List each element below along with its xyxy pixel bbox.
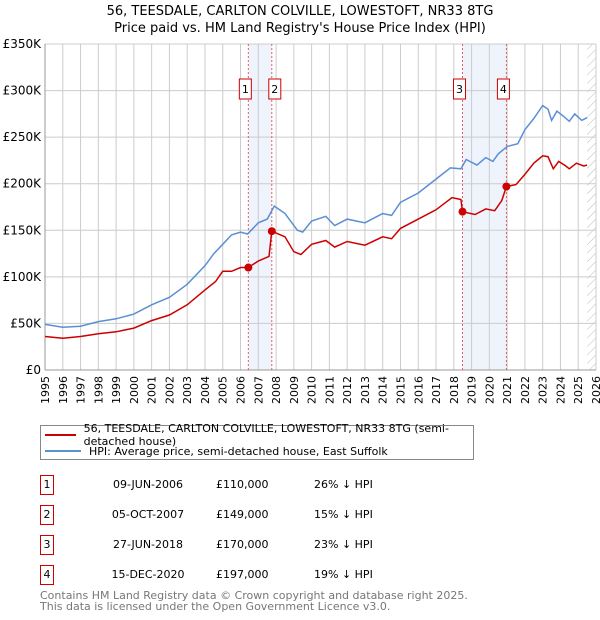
red-line-swatch: [45, 434, 76, 436]
x-tick-label: 1999: [110, 376, 123, 404]
sale-number-badge: 3: [40, 535, 54, 555]
x-tick-label: 2008: [270, 376, 283, 404]
sale-row: 1 09-JUN-2006 £110,000 26% ↓ HPI: [40, 475, 460, 495]
legend-item-hpi: HPI: Average price, semi-detached house,…: [45, 443, 388, 459]
x-tick-label: 1997: [75, 376, 88, 404]
x-tick-label: 2007: [252, 376, 265, 404]
x-tick-label: 2023: [537, 376, 550, 404]
y-tick-label: £300K: [3, 84, 43, 98]
x-tick-label: 2022: [519, 376, 532, 404]
x-tick-label: 2019: [466, 376, 479, 404]
chart-title: 56, TEESDALE, CARLTON COLVILLE, LOWESTOF…: [106, 4, 494, 19]
x-tick-label: 2026: [590, 376, 600, 404]
x-tick-label: 2018: [448, 376, 461, 404]
sale-label-box: [453, 78, 467, 100]
x-tick-label: 2009: [288, 376, 301, 404]
y-tick-label: £50K: [10, 316, 42, 330]
sale-date: 05-OCT-2007: [111, 508, 185, 521]
future-hatch: [587, 44, 596, 370]
sale-date: 27-JUN-2018: [112, 538, 184, 551]
footer-copyright: Contains HM Land Registry data © Crown c…: [40, 589, 468, 602]
sale-number-badge: 4: [40, 565, 54, 585]
sale-hpi-diff: 19% ↓ HPI: [314, 568, 373, 581]
x-tick-label: 2024: [554, 376, 567, 404]
sale-hpi-diff: 23% ↓ HPI: [314, 538, 373, 551]
x-tick-label: 2021: [501, 376, 514, 404]
x-tick-label: 2002: [163, 376, 176, 404]
sale-row: 2 05-OCT-2007 £149,000 15% ↓ HPI: [40, 505, 460, 525]
x-tick-label: 2013: [359, 376, 372, 404]
sale-label-box: [496, 78, 510, 100]
property-price-line: [44, 155, 588, 340]
x-tick-label: 2014: [377, 376, 390, 404]
sale-point: [502, 182, 511, 191]
price-chart: 1995 1996 1997 1998 1999 2000 2001 2002 2003 2004…: [3, 37, 600, 404]
y-tick-label: £0: [26, 363, 41, 377]
sale-label-number: 3: [456, 83, 463, 96]
sale-label-number: 4: [500, 83, 507, 96]
sale-point: [267, 227, 276, 236]
x-tick-label: 2025: [572, 376, 585, 404]
x-tick-label: 2003: [181, 376, 194, 404]
y-tick-label: £250K: [3, 130, 43, 144]
sale-price: £197,000: [216, 568, 269, 581]
x-tick-label: 2006: [235, 376, 248, 404]
sale-label-1: 1: [238, 78, 252, 100]
sale-label-box: [268, 78, 282, 100]
x-tick-label: 1995: [39, 376, 52, 404]
y-tick-label: £100K: [3, 270, 43, 284]
sale-number-badge: 2: [40, 505, 54, 525]
sale-row: 4 15-DEC-2020 £197,000 19% ↓ HPI: [40, 565, 460, 585]
sale-period-shade: [248, 44, 272, 370]
sale-label-number: 2: [271, 83, 278, 96]
x-tick-label: 2000: [128, 376, 141, 404]
x-tick-label: 2011: [323, 376, 336, 404]
sale-label-4: 4: [496, 78, 510, 100]
hpi-line: [44, 104, 588, 328]
sale-label-3: 3: [453, 78, 467, 100]
x-tick-label: 2010: [306, 376, 319, 404]
sale-hpi-diff: 15% ↓ HPI: [314, 508, 373, 521]
x-tick-label: 2004: [199, 376, 212, 404]
x-tick-label: 1996: [57, 376, 70, 404]
x-tick-label: 2016: [412, 376, 425, 404]
legend-item-property: 56, TEESDALE, CARLTON COLVILLE, LOWESTOF…: [45, 422, 473, 448]
sale-label-box: [238, 78, 252, 100]
legend-label: HPI: Average price, semi-detached house,…: [89, 444, 388, 458]
sale-point: [458, 207, 467, 216]
sale-date: 09-JUN-2006: [112, 478, 184, 491]
legend: 56, TEESDALE, CARLTON COLVILLE, LOWESTOF…: [40, 422, 474, 460]
sale-label-number: 1: [242, 83, 249, 96]
sale-number-badge: 1: [40, 475, 54, 495]
sale-date: 15-DEC-2020: [111, 568, 185, 581]
x-tick-label: 1998: [92, 376, 105, 404]
footer-licence: This data is licensed under the Open Gov…: [40, 600, 391, 613]
x-tick-label: 2020: [483, 376, 496, 404]
sale-hpi-diff: 26% ↓ HPI: [314, 478, 373, 491]
x-tick-label: 2001: [146, 376, 159, 404]
blue-line-swatch: [45, 450, 81, 452]
x-tick-label: 2017: [430, 376, 443, 404]
sale-row: 3 27-JUN-2018 £170,000 23% ↓ HPI: [40, 535, 460, 555]
sale-price: £170,000: [216, 538, 269, 551]
x-tick-label: 2012: [341, 376, 354, 404]
x-tick-label: 2005: [217, 376, 230, 404]
sale-price: £110,000: [216, 478, 269, 491]
y-tick-label: £350K: [3, 37, 43, 51]
legend-label: 56, TEESDALE, CARLTON COLVILLE, LOWESTOF…: [83, 422, 449, 448]
sale-label-2: 2: [268, 78, 282, 100]
sale-point: [244, 263, 253, 272]
sale-price: £149,000: [216, 508, 269, 521]
y-tick-label: £200K: [3, 177, 43, 191]
x-tick-label: 2015: [394, 376, 407, 404]
y-tick-label: £150K: [3, 223, 43, 237]
chart-subtitle: Price paid vs. HM Land Registry's House …: [114, 21, 486, 36]
